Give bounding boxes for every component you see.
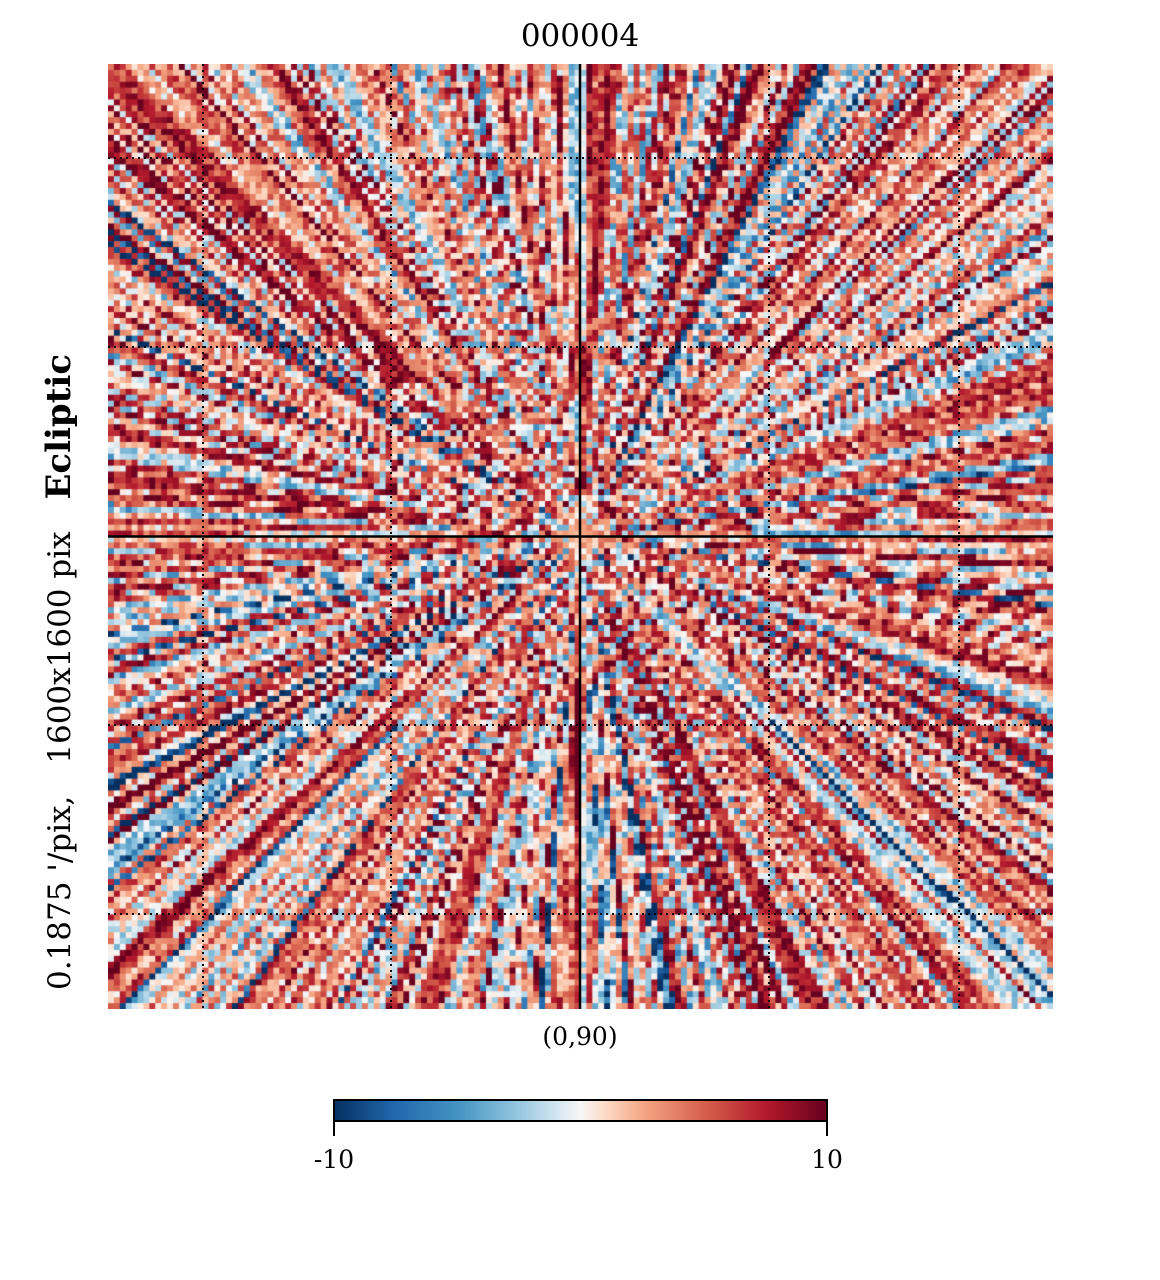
colorbar-min-label: -10 bbox=[314, 1145, 354, 1174]
resolution-label: 0.1875 '/pix, bbox=[42, 796, 78, 990]
map-panel bbox=[108, 64, 1053, 1009]
graticule-lines bbox=[108, 64, 1053, 1009]
size-label: 1600x1600 pix bbox=[42, 531, 78, 764]
colorbar: -10 10 bbox=[314, 1099, 843, 1174]
colorbar-max-label: 10 bbox=[811, 1145, 843, 1174]
coord-system-label: Ecliptic bbox=[39, 354, 79, 500]
chart-title: 000004 bbox=[521, 18, 639, 54]
projection-center-label: (0,90) bbox=[542, 1022, 617, 1051]
svg-text:0.1875 '/pix, 1600x1600: 0.1875 '/pix, 1600x1600 pix Ecliptic bbox=[39, 354, 79, 990]
y-axis-label: 0.1875 '/pix, 1600x1600 pix Ecliptic bbox=[39, 354, 79, 990]
colorbar-gradient bbox=[333, 1099, 828, 1122]
